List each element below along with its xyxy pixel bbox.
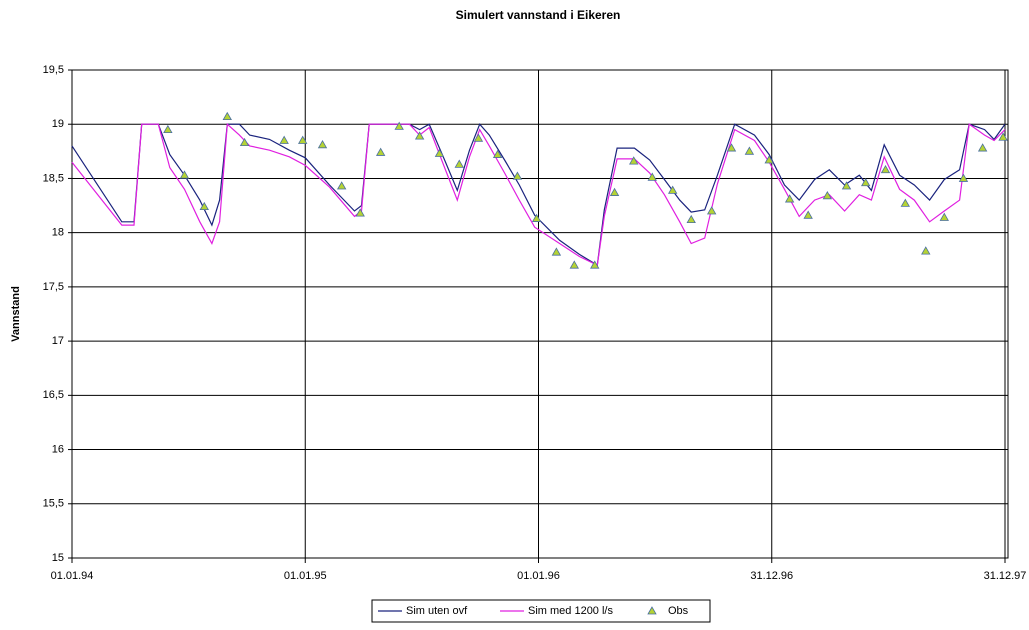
x-tick-label: 01.01.96 <box>517 570 560 582</box>
chart-title: Simulert vannstand i Eikeren <box>456 8 621 22</box>
obs-point <box>279 135 289 144</box>
obs-point <box>531 213 542 222</box>
obs-point <box>822 190 833 200</box>
obs-point <box>958 173 969 182</box>
obs-point <box>414 131 425 140</box>
y-tick-label: 15 <box>52 552 64 564</box>
x-tick-label: 01.01.94 <box>51 570 94 582</box>
obs-point <box>317 140 328 149</box>
obs-point <box>784 194 795 203</box>
y-tick-label: 16 <box>52 443 64 455</box>
legend-box <box>371 599 711 623</box>
legend-swatch <box>647 606 657 615</box>
obs-point <box>939 212 949 221</box>
obs-point <box>239 137 250 147</box>
obs-point <box>222 111 232 121</box>
obs-point <box>454 159 464 168</box>
obs-point <box>744 146 755 155</box>
obs-point <box>900 198 910 207</box>
legend-label: Sim med 1200 l/s <box>528 605 613 617</box>
x-tick-label: 31.12.97 <box>984 570 1027 582</box>
y-tick-label: 17 <box>52 335 64 347</box>
obs-point <box>706 206 717 215</box>
obs-point <box>590 260 600 269</box>
y-tick-label: 17,5 <box>43 281 64 293</box>
obs-point <box>841 181 852 190</box>
obs-point <box>998 132 1008 141</box>
obs-point <box>803 210 813 219</box>
obs-point <box>551 247 562 256</box>
obs-point <box>512 171 523 180</box>
obs-point <box>569 260 579 269</box>
y-tick-label: 16,5 <box>43 389 64 401</box>
obs-point <box>199 201 209 211</box>
legend-label: Obs <box>668 605 689 617</box>
obs-point <box>977 143 988 152</box>
y-axis-title: Vannstand <box>10 286 22 342</box>
x-tick-label: 01.01.95 <box>284 570 327 582</box>
obs-point <box>179 170 190 179</box>
obs-point <box>375 147 386 156</box>
obs-point <box>609 187 620 196</box>
y-tick-label: 18 <box>52 227 64 239</box>
obs-point <box>434 148 445 157</box>
obs-point <box>860 177 871 187</box>
obs-point <box>629 156 639 165</box>
obs-point <box>394 121 404 130</box>
y-tick-label: 19 <box>52 118 64 130</box>
obs-point <box>686 214 696 224</box>
obs-point <box>473 133 484 142</box>
obs-point <box>298 135 308 144</box>
obs-point <box>668 185 678 194</box>
y-tick-label: 15,5 <box>43 498 64 510</box>
obs-point <box>163 124 173 134</box>
legend-label: Sim uten ovf <box>406 605 468 617</box>
x-tick-label: 31.12.96 <box>750 570 793 582</box>
obs-point <box>355 208 365 217</box>
obs-point <box>647 172 657 181</box>
plot-frame <box>71 69 1009 559</box>
obs-point <box>764 155 774 164</box>
series-line <box>71 122 1006 267</box>
y-tick-label: 19,5 <box>43 64 64 76</box>
obs-point <box>880 164 891 174</box>
obs-point <box>492 149 503 158</box>
obs-point <box>921 246 931 255</box>
obs-point <box>336 181 347 190</box>
y-tick-label: 18,5 <box>43 172 64 184</box>
obs-point <box>726 143 737 152</box>
